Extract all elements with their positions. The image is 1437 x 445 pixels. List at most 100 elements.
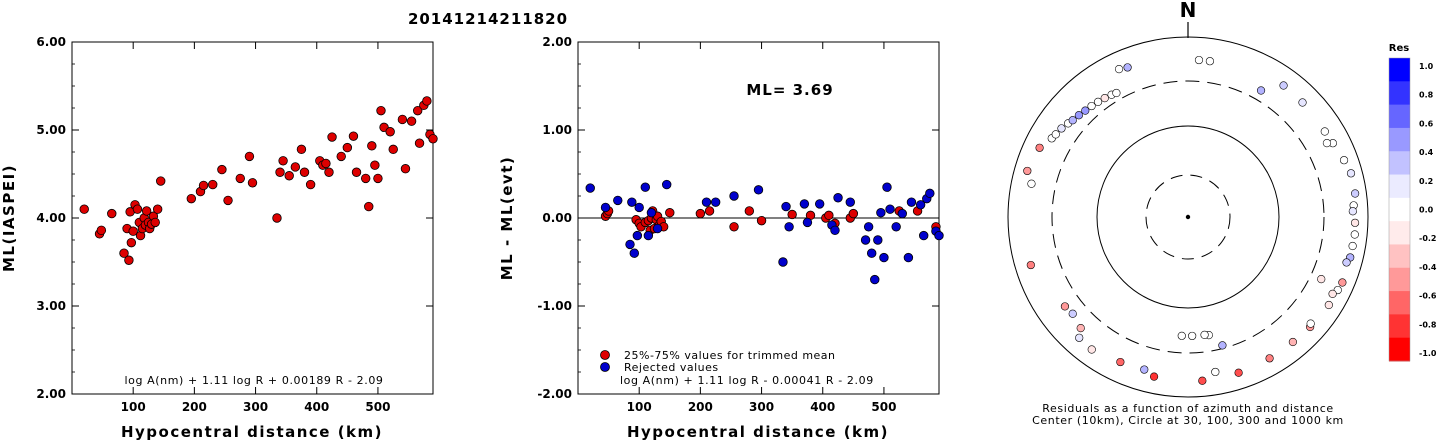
trimmed-residual-point <box>704 206 715 216</box>
magnitude-point <box>348 131 359 141</box>
rejected-residual-point <box>634 202 644 213</box>
rejected-residual-point <box>784 222 794 232</box>
azimuth-residual-point <box>1188 331 1197 341</box>
magnitude-point <box>223 195 233 206</box>
y-tick-label: 2.00 <box>36 387 66 401</box>
y-tick-label: -2.00 <box>537 387 572 401</box>
azimuth-residual-point <box>1342 258 1351 267</box>
azimuth-residual-point <box>1114 65 1124 74</box>
azimuth-residual-point <box>1057 124 1066 133</box>
x-tick-label: 100 <box>121 400 146 414</box>
azimuth-residual-point <box>1211 367 1220 377</box>
azimuth-residual-point <box>1205 57 1214 66</box>
colorbar-tick-label: -1.0 <box>1419 349 1437 358</box>
magnitude-point <box>400 164 411 174</box>
rejected-residual-point <box>934 230 944 241</box>
azimuth-residual-point <box>1317 275 1326 284</box>
colorbar-swatch <box>1389 104 1410 129</box>
rejected-residual-point <box>873 235 883 245</box>
azimuth-residual-point <box>1194 55 1204 65</box>
magnitude-point <box>247 178 258 188</box>
magnitude-point <box>275 167 285 177</box>
rejected-residual-point <box>876 208 886 218</box>
magnitude-point <box>132 204 143 214</box>
trimmed-residual-point <box>729 222 739 232</box>
azimuth-residual-point <box>1093 97 1103 106</box>
rejected-residual-point <box>662 179 672 190</box>
magnitude-point <box>128 226 138 236</box>
magnitude-point <box>327 132 337 142</box>
azimuth-residual-point <box>1322 139 1332 148</box>
legend-marker-rejected <box>600 362 610 372</box>
plot2-y-axis-title: ML - ML(evt) <box>498 156 516 280</box>
colorbar-tick-label: -0.8 <box>1419 320 1437 329</box>
magnitude-point <box>351 167 362 177</box>
magnitude-point <box>119 248 129 258</box>
colorbar-swatch <box>1389 174 1410 199</box>
magnitude-point <box>414 138 425 148</box>
colorbar-tick-label: 0.8 <box>1419 91 1434 100</box>
rejected-residual-point <box>885 204 895 214</box>
rejected-residual-point <box>600 202 611 213</box>
azimuth-residual-point <box>1339 156 1349 165</box>
azimuth-residual-point <box>1350 218 1360 227</box>
magnitude-point <box>124 255 134 265</box>
trimmed-residual-point <box>744 206 755 216</box>
rejected-residual-point <box>632 230 643 241</box>
azimuth-residual-point <box>1351 189 1360 198</box>
x-tick-label: 300 <box>243 400 268 414</box>
ring-1000km <box>1007 36 1369 398</box>
trimmed-residual-point <box>848 208 859 219</box>
y-tick-label: 2.00 <box>542 35 572 49</box>
magnitude-point <box>107 208 117 219</box>
rejected-residual-point <box>802 217 813 228</box>
rejected-residual-point <box>891 222 901 232</box>
azimuth-residual-point <box>1026 260 1035 270</box>
azimuth-residual-point <box>1087 101 1096 111</box>
rejected-residual-point <box>643 230 654 241</box>
colorbar-frame <box>1388 57 1411 362</box>
azimuth-residual-point <box>1306 319 1315 328</box>
trimmed-residual-point <box>787 209 797 220</box>
magnitude-point <box>126 237 137 248</box>
azimuth-residual-point <box>1100 93 1109 103</box>
magnitude-point <box>397 114 408 125</box>
magnitude-point <box>342 142 353 153</box>
azimuth-residual-point <box>1123 63 1132 72</box>
plot2-points <box>585 179 944 285</box>
trimmed-residual-point <box>756 215 767 226</box>
magnitude-point <box>336 151 346 162</box>
azimuth-caption-line2: Center (10km), Circle at 30, 100, 300 an… <box>1032 414 1344 427</box>
rejected-residual-point <box>866 248 877 258</box>
colorbar-swatch <box>1389 314 1410 339</box>
colorbar-swatch <box>1389 267 1410 292</box>
azimuth-residual-point <box>1149 372 1159 381</box>
azimuth-residual-point <box>1198 376 1207 385</box>
magnitude-point <box>385 127 395 137</box>
y-tick-label: 3.00 <box>36 299 66 313</box>
y-tick-label: 4.00 <box>36 211 66 225</box>
rejected-residual-point <box>906 197 917 207</box>
magnitude-point <box>79 204 89 214</box>
magnitude-point <box>284 171 294 181</box>
magnitude-point <box>367 141 377 151</box>
azimuth-residual-point <box>1051 130 1060 139</box>
colorbar-swatch <box>1389 244 1410 269</box>
magnitude-point <box>388 144 398 155</box>
azimuth-residual-point <box>1027 179 1036 188</box>
x-tick-label: 200 <box>182 400 207 414</box>
trimmed-residual-point <box>695 208 706 219</box>
x-tick-label: 400 <box>810 400 835 414</box>
rejected-residual-point <box>778 257 788 267</box>
magnitude-point <box>376 105 386 116</box>
azimuth-points <box>1023 55 1360 385</box>
rejected-residual-point <box>646 208 657 218</box>
colorbar-swatch <box>1389 58 1410 82</box>
rejected-residual-point <box>879 252 889 263</box>
residual-distance-plot: 100 200 300 400 500 -2.00 -1.00 0.00 1.00 2.00 ML… <box>498 35 944 441</box>
azimuth-residual-point <box>1075 333 1084 342</box>
ring-100km <box>1096 125 1280 309</box>
rejected-residual-point <box>753 185 764 195</box>
azimuth-residual-point <box>1320 127 1329 136</box>
